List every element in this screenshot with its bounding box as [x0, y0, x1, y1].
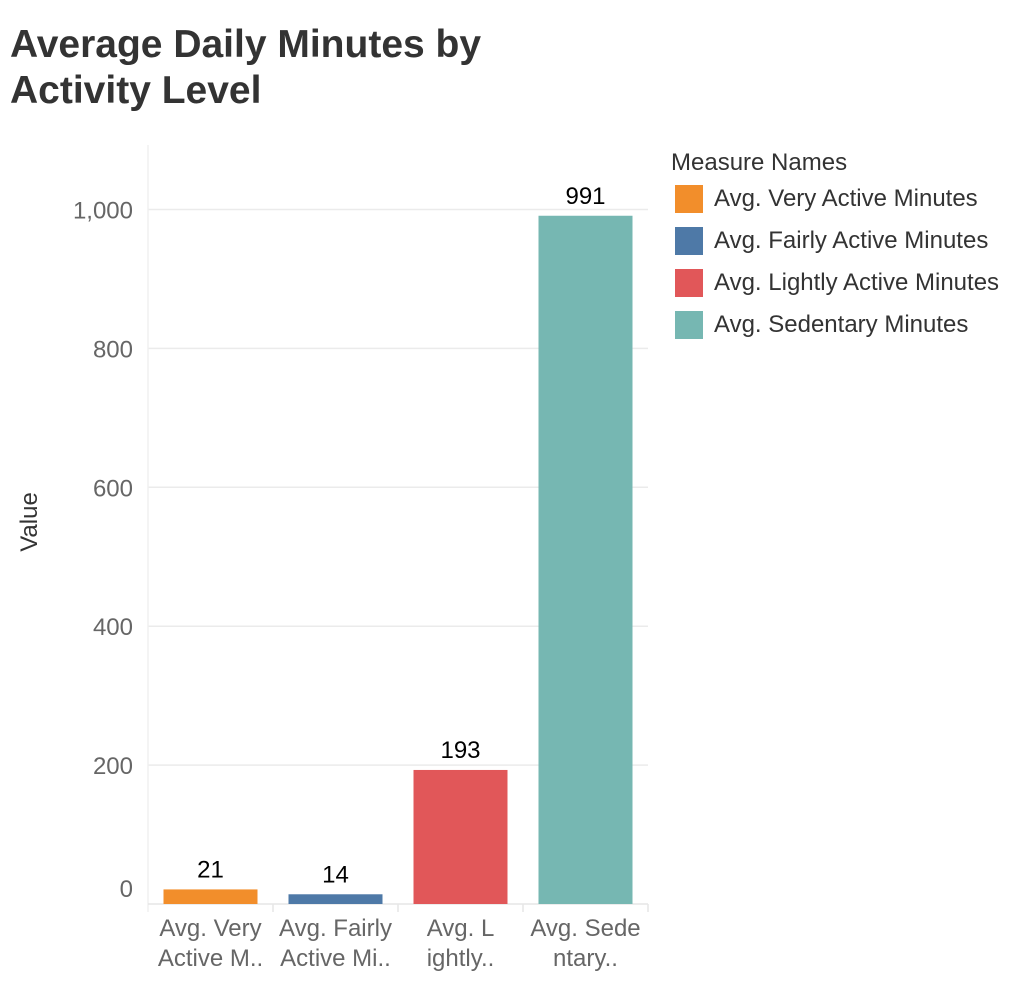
bar-chart: 0 200 400 600 800 1,000 Value 21 Avg. Very Active… — [16, 145, 649, 972]
x-tick-label: Avg. L ightly.. — [427, 915, 495, 972]
legend-swatch — [675, 227, 703, 255]
legend-item-lightly-active[interactable]: Avg. Lightly Active Minutes — [671, 262, 999, 304]
legend-swatch — [675, 311, 703, 339]
legend-swatch — [675, 185, 703, 213]
legend-swatch — [675, 269, 703, 297]
y-tick-label: 200 — [93, 753, 133, 780]
legend-item-very-active[interactable]: Avg. Very Active Minutes — [671, 178, 978, 220]
legend-title: Measure Names — [671, 149, 848, 176]
y-tick-label: 1,000 — [73, 198, 133, 225]
legend-label: Avg. Lightly Active Minutes — [714, 269, 1000, 296]
y-axis-title: Value — [16, 492, 43, 552]
x-tick-label-line: Avg. Very — [159, 915, 261, 942]
legend-label: Avg. Fairly Active Minutes — [714, 227, 989, 254]
data-label: 21 — [197, 856, 224, 883]
x-tick-label-line: Active Mi.. — [280, 945, 391, 972]
bar — [288, 894, 383, 904]
bar — [538, 215, 633, 905]
x-tick-label: Avg. Sede ntary.. — [530, 915, 640, 972]
legend-item-sedentary[interactable]: Avg. Sedentary Minutes — [671, 304, 968, 346]
x-tick-label-line: ntary.. — [553, 945, 618, 972]
y-tick-label: 800 — [93, 336, 133, 363]
bar — [413, 769, 508, 904]
x-tick-label-line: ightly.. — [427, 945, 495, 972]
data-label: 14 — [322, 861, 349, 888]
y-tick-label: 400 — [93, 614, 133, 641]
data-label: 193 — [440, 737, 480, 764]
y-tick-label: 0 — [120, 876, 133, 903]
x-tick-label: Avg. Fairly Active Mi.. — [279, 915, 392, 972]
data-label: 991 — [565, 183, 605, 210]
x-tick-label-line: Avg. Sede — [530, 915, 640, 942]
x-tick-label-line: Active M.. — [158, 945, 263, 972]
x-tick-label-line: Avg. Fairly — [279, 915, 392, 942]
legend-item-fairly-active[interactable]: Avg. Fairly Active Minutes — [671, 220, 988, 262]
x-tick-label-line: Avg. L — [427, 915, 495, 942]
legend-label: Avg. Sedentary Minutes — [714, 311, 969, 338]
bar — [163, 889, 258, 904]
legend: Measure Names Avg. Very Active Minutes A… — [671, 148, 999, 346]
x-tick-label: Avg. Very Active M.. — [158, 915, 263, 972]
y-tick-label: 600 — [93, 475, 133, 502]
chart-title: Average Daily Minutes by Activity Level — [10, 23, 482, 112]
legend-label: Avg. Very Active Minutes — [714, 185, 978, 212]
